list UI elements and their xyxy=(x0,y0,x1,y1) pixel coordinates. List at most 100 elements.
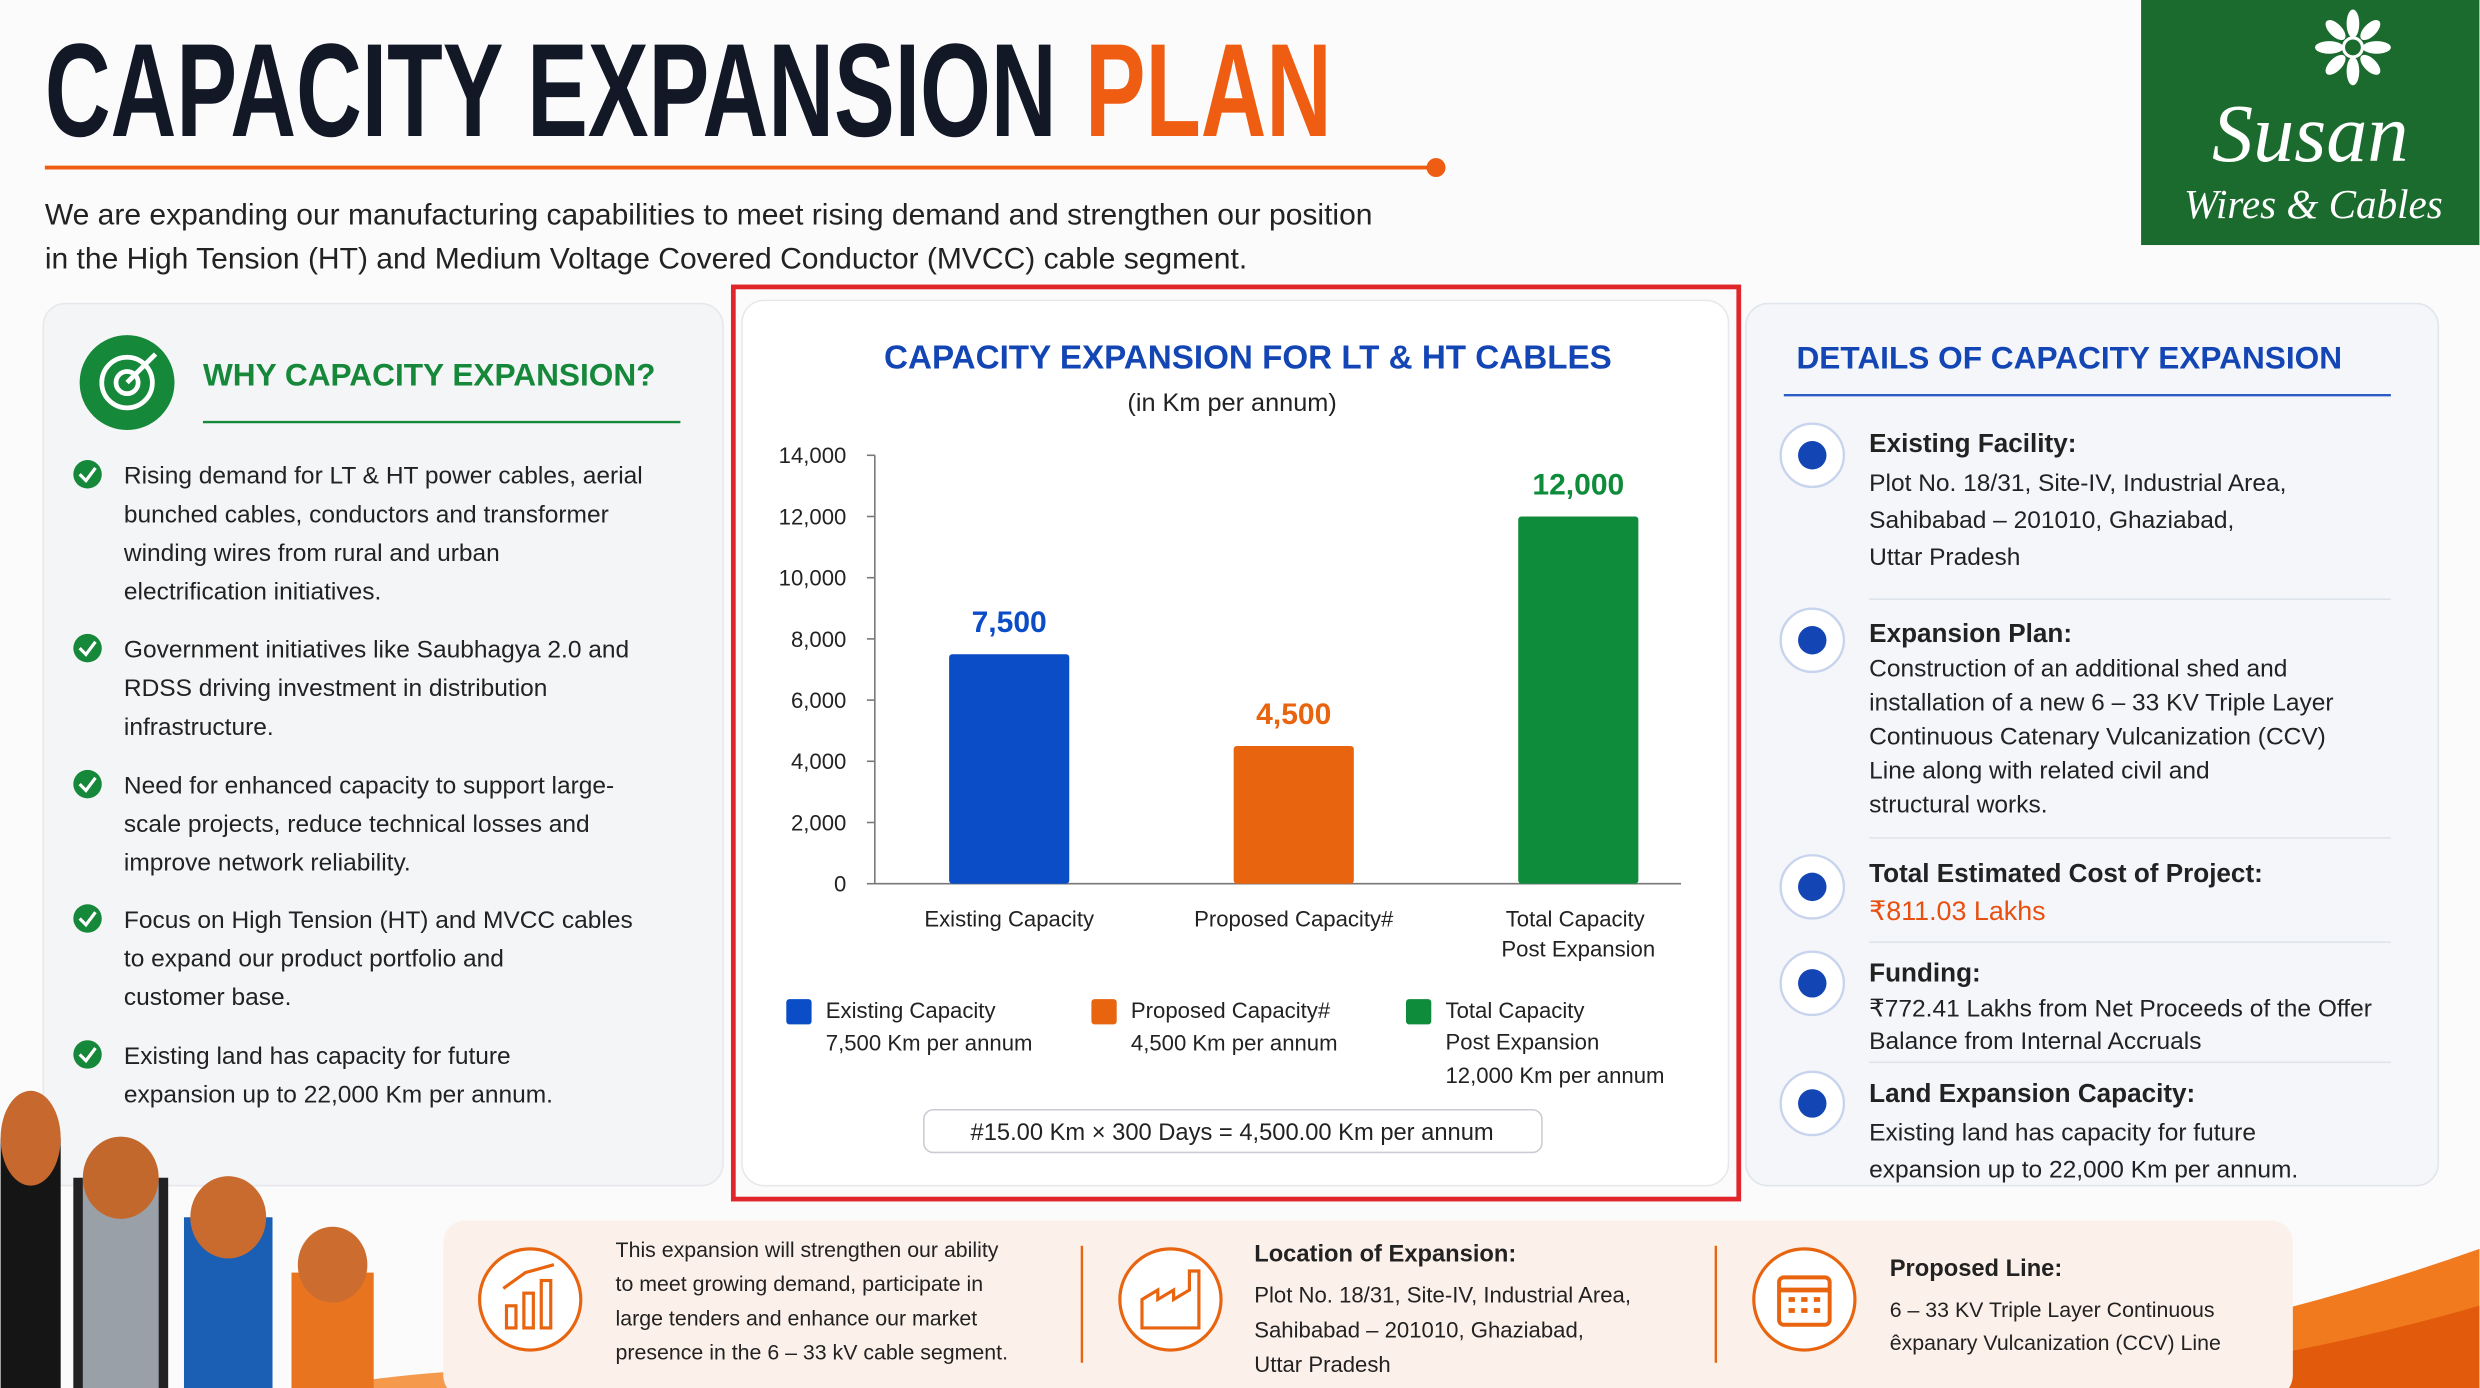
value-label: 4,500 xyxy=(1256,698,1331,731)
summary-text: to meet growing demand, participate in xyxy=(616,1272,984,1296)
legend-swatch xyxy=(786,999,812,1025)
target-ring xyxy=(99,354,155,411)
bar xyxy=(1518,516,1639,884)
footnote: #15.00 Km × 300 Days = 4,500.00 Km per a… xyxy=(971,1120,1494,1146)
bullet-text: infrastructure. xyxy=(124,714,274,741)
x-tick-label: Existing Capacity xyxy=(924,906,1095,931)
y-tick-label: 8,000 xyxy=(791,627,846,652)
bullet-text: Need for enhanced capacity to support la… xyxy=(124,773,614,800)
detail-highlight: ₹811.03 Lakhs xyxy=(1869,896,2045,926)
line-text: 6 – 33 KV Triple Layer Continuous xyxy=(1890,1298,2215,1322)
y-tick-label: 10,000 xyxy=(779,566,847,591)
bullet-text: Focus on High Tension (HT) and MVCC cabl… xyxy=(124,907,633,934)
legend-detail: 7,500 Km per annum xyxy=(826,1030,1033,1055)
check-icon xyxy=(73,1040,102,1069)
factory-icon xyxy=(1118,1247,1223,1352)
detail-text: expansion up to 22,000 Km per annum. xyxy=(1869,1157,2298,1184)
y-tick-label: 12,000 xyxy=(779,504,847,529)
line-heading: Proposed Line: xyxy=(1890,1256,2063,1282)
details-heading: DETAILS OF CAPACITY EXPANSION xyxy=(1796,339,2342,375)
why-panel xyxy=(42,302,724,1187)
bullet-text: scale projects, reduce technical losses … xyxy=(124,811,590,838)
detail-icon-core xyxy=(1798,441,1827,470)
detail-heading: Funding: xyxy=(1869,958,1981,988)
line-text: êxpanary Vulcanization (CCV) Line xyxy=(1890,1331,2221,1355)
bullet-text: RDSS driving investment in distribution xyxy=(124,675,548,702)
title: CAPACITY EXPANSION xyxy=(45,17,1057,165)
check-icon xyxy=(73,460,102,489)
check-icon xyxy=(73,633,102,663)
detail-text: Sahibabad – 201010, Ghaziabad, xyxy=(1869,507,2234,534)
check-mark xyxy=(78,776,97,793)
bullet-text: bunched cables, conductors and transform… xyxy=(124,501,609,528)
detail-heading: Existing Facility: xyxy=(1869,428,2076,458)
title-accent: PLAN xyxy=(1085,17,1332,165)
y-tick-label: 0 xyxy=(834,872,846,897)
location-text: Plot No. 18/31, Site-IV, Industrial Area… xyxy=(1254,1283,1631,1308)
chart-subtitle: (in Km per annum) xyxy=(1127,389,1336,417)
underline-dot xyxy=(1426,158,1446,178)
bar xyxy=(949,654,1070,884)
intro: in the High Tension (HT) and Medium Volt… xyxy=(45,243,1247,276)
check-icon xyxy=(73,904,102,933)
bullet-text: customer base. xyxy=(124,984,292,1011)
why-bullets: Rising demand for LT & HT power cables, … xyxy=(73,460,643,1108)
chart-panel xyxy=(741,299,1730,1187)
bullet-text: Government initiatives like Saubhagya 2.… xyxy=(124,637,629,664)
legend-label: Total Capacity Post Expansion xyxy=(1446,998,1600,1055)
bullet-text: improve network reliability. xyxy=(124,850,411,877)
bullet-text: to expand our product portfolio and xyxy=(124,946,504,973)
bar-chart: 0 2,000 4,000 6,000 8,000 10,000 12,000 14,000 7… xyxy=(779,443,1682,1088)
legend-label: Proposed Capacity# xyxy=(1131,998,1331,1023)
why-heading: WHY CAPACITY EXPANSION? xyxy=(203,357,656,393)
bar xyxy=(1233,745,1354,884)
legend-label: Existing Capacity xyxy=(826,998,997,1023)
y-tick-label: 6,000 xyxy=(791,688,846,713)
cables-illustration xyxy=(0,1090,374,1388)
growth-icon xyxy=(478,1247,583,1352)
location-text: Uttar Pradesh xyxy=(1254,1352,1391,1377)
location-heading: Location of Expansion: xyxy=(1254,1242,1516,1268)
details-list: Existing Facility: Plot No. 18/31, Site-I… xyxy=(1779,422,2391,1184)
bullet-text: Rising demand for LT & HT power cables, … xyxy=(124,463,643,490)
y-tick-label: 14,000 xyxy=(779,443,847,468)
check-mark xyxy=(78,1047,97,1064)
value-label: 7,500 xyxy=(972,606,1047,639)
detail-text: ₹772.41 Lakhs from Net Proceeds of the O… xyxy=(1869,995,2372,1022)
details-panel xyxy=(1745,302,2440,1187)
calendar-icon xyxy=(1752,1247,1857,1352)
footnote-box xyxy=(923,1108,1543,1154)
x-tick-label: Total Capacity Post Expansion xyxy=(1501,906,1655,961)
bullet-text: Existing land has capacity for future xyxy=(124,1043,511,1070)
detail-text: Construction of an additional shed and xyxy=(1869,656,2287,683)
location-text: Sahibabad – 201010, Ghaziabad, xyxy=(1254,1317,1584,1342)
detail-text: Uttar Pradesh xyxy=(1869,544,2020,571)
detail-heading: Total Estimated Cost of Project: xyxy=(1869,858,2263,888)
detail-icon-core xyxy=(1798,872,1827,902)
legend-swatch xyxy=(1405,999,1432,1025)
logo-name: Susan xyxy=(2212,88,2408,179)
detail-icon-core xyxy=(1798,1089,1827,1118)
summary-text: presence in the 6 – 33 kV cable segment. xyxy=(616,1341,1008,1365)
detail-text: structural works. xyxy=(1869,792,2047,819)
swoosh xyxy=(2055,1305,2480,1388)
summary-text: large tenders and enhance our market xyxy=(616,1306,978,1330)
logo-flower xyxy=(2314,9,2391,86)
detail-text: Line along with related civil and xyxy=(1869,758,2209,785)
bullet-text: winding wires from rural and urban xyxy=(123,540,500,567)
y-tick-label: 2,000 xyxy=(791,810,846,835)
check-mark xyxy=(78,640,97,657)
legend-swatch xyxy=(1091,999,1117,1025)
detail-heading: Land Expansion Capacity: xyxy=(1869,1078,2195,1108)
highlight-frame xyxy=(730,284,1742,1202)
bullet-text: expansion up to 22,000 Km per annum. xyxy=(124,1081,553,1108)
check-mark xyxy=(78,466,97,483)
target-arrow xyxy=(125,352,158,385)
detail-text: Existing land has capacity for future xyxy=(1869,1120,2256,1147)
detail-icon-core xyxy=(1798,969,1827,998)
value-label: 12,000 xyxy=(1532,468,1624,501)
logo-tagline: Wires & Cables xyxy=(2184,181,2443,227)
chart-title: CAPACITY EXPANSION FOR LT & HT CABLES xyxy=(884,339,1612,376)
y-tick-label: 4,000 xyxy=(791,749,846,774)
